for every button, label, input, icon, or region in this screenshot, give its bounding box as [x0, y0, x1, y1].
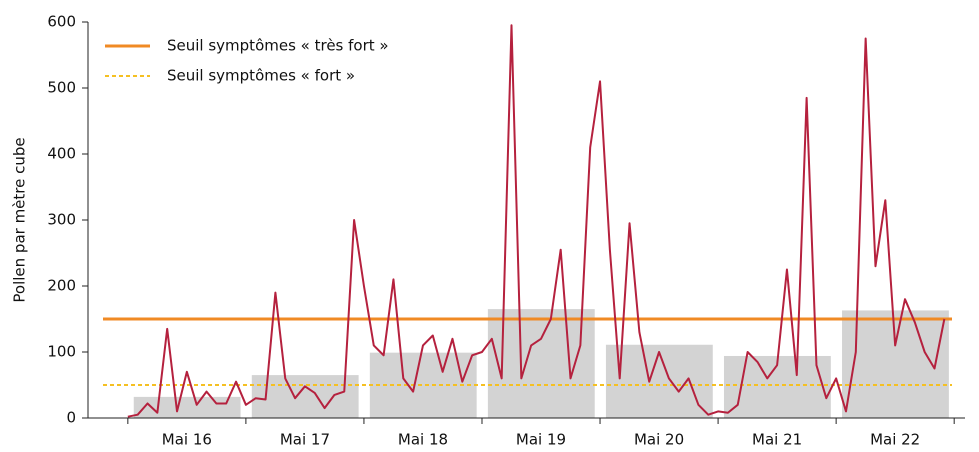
- y-axis-label: Pollen par mètre cube: [11, 137, 29, 302]
- bar: [133, 396, 241, 418]
- x-tick-label: Mai 21: [752, 431, 802, 449]
- bar: [487, 309, 595, 418]
- x-tick-label: Mai 18: [398, 431, 448, 449]
- legend-label: Seuil symptômes « fort »: [167, 67, 355, 85]
- x-tick-label: Mai 19: [516, 431, 566, 449]
- y-tick-label: 0: [66, 409, 76, 427]
- legend-label: Seuil symptômes « très fort »: [167, 37, 389, 55]
- x-tick-label: Mai 16: [162, 431, 212, 449]
- x-tick-label: Mai 17: [280, 431, 330, 449]
- data-line: [127, 24, 946, 418]
- y-tick-label: 500: [47, 79, 76, 97]
- y-tick-label: 400: [47, 145, 76, 163]
- y-tick-label: 100: [47, 343, 76, 361]
- y-tick-label: 200: [47, 277, 76, 295]
- x-tick-label: Mai 22: [870, 431, 920, 449]
- bar: [605, 344, 713, 418]
- y-tick-label: 600: [47, 13, 76, 31]
- bar: [251, 375, 359, 418]
- y-tick-label: 300: [47, 211, 76, 229]
- x-tick-label: Mai 20: [634, 431, 684, 449]
